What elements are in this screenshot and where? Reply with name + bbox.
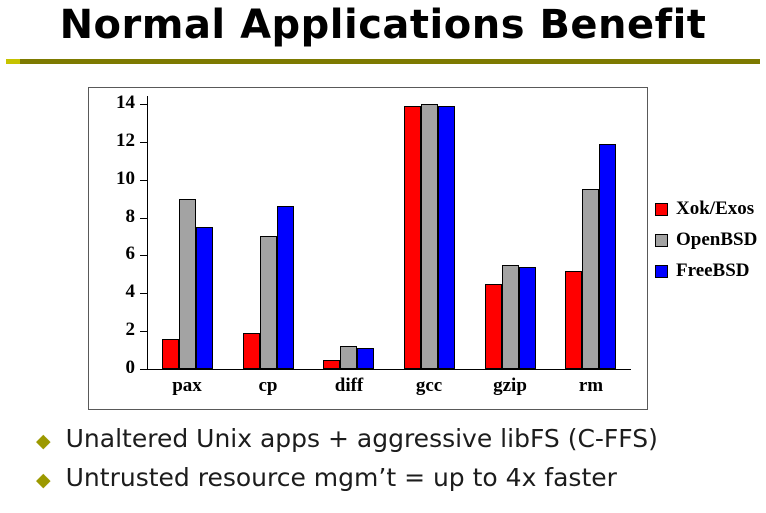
bar-cp-freebsd [277, 206, 294, 369]
bar-gcc-freebsd [438, 106, 455, 369]
bullet-text: Unaltered Unix apps + aggressive libFS (… [65, 424, 658, 453]
x-category-label: pax [172, 375, 202, 396]
legend-label: Xok/Exos [676, 198, 755, 219]
legend-swatch-icon [655, 202, 668, 216]
bullet-list: ◆ Unaltered Unix apps + aggressive libFS … [36, 424, 760, 502]
slide-title: Normal Applications Benefit [59, 2, 707, 48]
bar-rm-freebsd [599, 144, 616, 369]
bar-gcc-openbsd [421, 104, 438, 369]
bar-cp-openbsd [260, 236, 277, 369]
y-tick-label: 0 [125, 357, 136, 378]
bar-gcc-xok-exos [404, 106, 421, 369]
bullet-item: ◆ Unaltered Unix apps + aggressive libFS … [36, 424, 760, 453]
chart-legend: Xok/Exos OpenBSD FreeBSD [655, 198, 757, 282]
bar-cp-xok-exos [243, 333, 260, 369]
y-tick-label: 14 [116, 92, 135, 113]
diamond-bullet-icon: ◆ [36, 430, 51, 452]
legend-item: Xok/Exos [655, 198, 757, 220]
y-tick-label: 6 [125, 243, 136, 264]
diamond-bullet-icon: ◆ [36, 469, 51, 491]
bar-rm-xok-exos [565, 271, 582, 369]
legend-label: FreeBSD [676, 260, 750, 281]
x-axis [147, 369, 631, 370]
bar-gzip-openbsd [502, 265, 519, 369]
x-category-label: rm [578, 375, 604, 396]
legend-swatch-icon [655, 233, 668, 247]
bar-pax-freebsd [196, 227, 213, 369]
x-category-label: diff [334, 375, 364, 396]
y-tick-label: 12 [116, 130, 135, 151]
y-tick-mark [140, 180, 147, 181]
bar-pax-openbsd [179, 199, 196, 369]
bullet-text: Untrusted resource mgm’t = up to 4x fast… [65, 463, 617, 492]
y-tick-label: 4 [125, 281, 136, 302]
legend-swatch-icon [655, 264, 668, 278]
legend-item: OpenBSD [655, 229, 757, 251]
x-category-label: gzip [493, 375, 527, 396]
legend-item: FreeBSD [655, 260, 757, 282]
y-tick-mark [140, 369, 147, 370]
bar-pax-xok-exos [162, 339, 179, 369]
bar-gzip-freebsd [519, 267, 536, 369]
y-tick-label: 8 [125, 206, 136, 227]
x-category-label: gcc [415, 375, 443, 396]
bar-chart: 0 2 4 6 8 10 12 14 pax cp diff gcc gzip rm [88, 87, 648, 410]
y-tick-label: 10 [116, 168, 135, 189]
bar-diff-freebsd [357, 348, 374, 369]
y-tick-mark [140, 293, 147, 294]
y-axis [147, 96, 148, 369]
bullet-item: ◆ Untrusted resource mgm’t = up to 4x fas… [36, 463, 760, 492]
y-tick-mark [140, 142, 147, 143]
legend-label: OpenBSD [676, 229, 758, 250]
y-tick-mark [140, 104, 147, 105]
y-tick-mark [140, 218, 147, 219]
y-tick-label: 2 [125, 319, 136, 340]
bar-diff-xok-exos [323, 360, 340, 369]
bar-rm-openbsd [582, 189, 599, 369]
title-underline [6, 59, 760, 64]
y-tick-mark [140, 255, 147, 256]
bar-gzip-xok-exos [485, 284, 502, 369]
x-category-label: cp [258, 375, 278, 396]
bar-diff-openbsd [340, 346, 357, 369]
y-tick-mark [140, 331, 147, 332]
